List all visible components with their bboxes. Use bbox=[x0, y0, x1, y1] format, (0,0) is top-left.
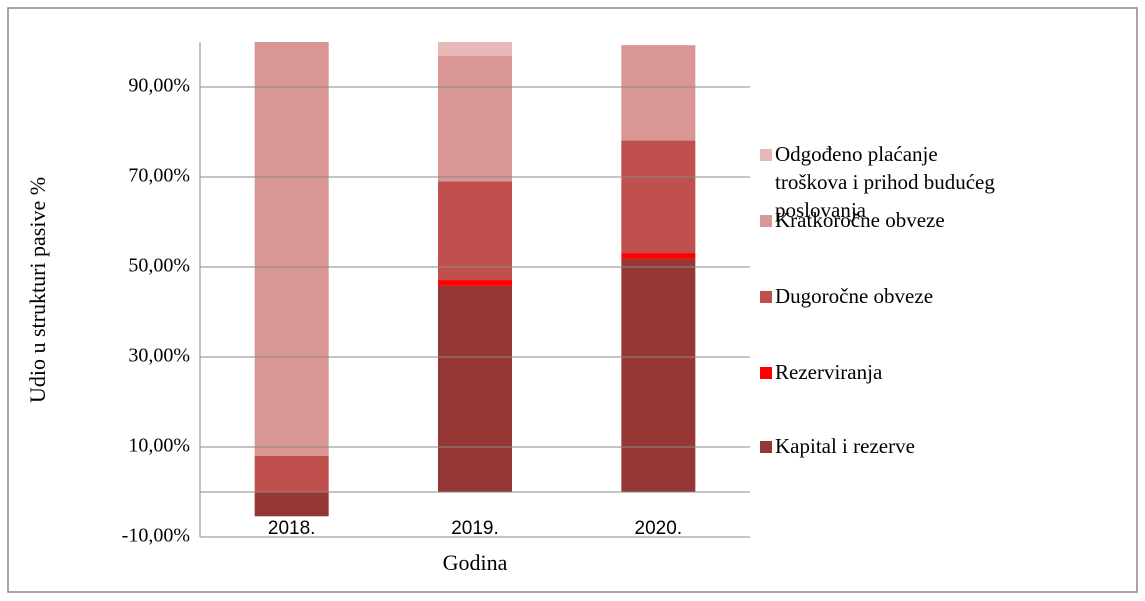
x-tick-label: 2019. bbox=[451, 518, 499, 539]
legend-item: Rezerviranja bbox=[760, 358, 1010, 386]
legend-swatch bbox=[760, 367, 772, 379]
legend-label: Dugoročne obveze bbox=[775, 284, 934, 308]
legend-item: Dugoročne obveze bbox=[760, 282, 1010, 310]
bar-segment bbox=[254, 42, 329, 456]
y-tick-label: 70,00% bbox=[128, 165, 190, 187]
legend-item: Odgođeno plaćanje troškova i prihod budu… bbox=[760, 140, 1010, 224]
y-axis-label: Udio u strukturi pasive % bbox=[25, 177, 50, 403]
legend-swatch bbox=[760, 441, 772, 453]
legend-swatch bbox=[760, 291, 772, 303]
y-tick-label: 10,00% bbox=[128, 435, 190, 457]
legend-label: Rezerviranja bbox=[775, 360, 883, 384]
bar-segment bbox=[621, 140, 696, 254]
bar-segment bbox=[438, 42, 512, 56]
x-tick-label: 2018. bbox=[268, 518, 316, 539]
y-tick-label: 50,00% bbox=[128, 255, 190, 277]
bars bbox=[254, 42, 696, 517]
chart-border bbox=[7, 7, 1138, 593]
legend-item: Kapital i rezerve bbox=[760, 432, 1010, 460]
bar-segment bbox=[621, 253, 696, 259]
bar-segment bbox=[621, 45, 696, 141]
legend-label: Kratkoročne obveze bbox=[775, 208, 945, 232]
legend-item: Kratkoročne obveze bbox=[760, 206, 1010, 234]
bar-segment bbox=[438, 55, 512, 182]
bar-segment bbox=[438, 285, 512, 492]
x-axis-label: Godina bbox=[443, 550, 508, 575]
bar-segment bbox=[254, 456, 329, 492]
bar-segment bbox=[438, 280, 512, 286]
legend-label: Kapital i rezerve bbox=[775, 434, 915, 458]
bar-segment bbox=[254, 492, 329, 517]
x-tick-label: 2020. bbox=[635, 518, 683, 539]
legend-swatch bbox=[760, 215, 772, 227]
y-tick-label: -10,00% bbox=[122, 525, 190, 547]
legend-label: Odgođeno plaćanje troškova i prihod budu… bbox=[775, 142, 995, 222]
y-tick-label: 90,00% bbox=[128, 75, 190, 97]
y-tick-label: 30,00% bbox=[128, 345, 190, 367]
legend-swatch bbox=[760, 149, 772, 161]
bar-segment bbox=[621, 258, 696, 492]
bar-segment bbox=[438, 181, 512, 281]
